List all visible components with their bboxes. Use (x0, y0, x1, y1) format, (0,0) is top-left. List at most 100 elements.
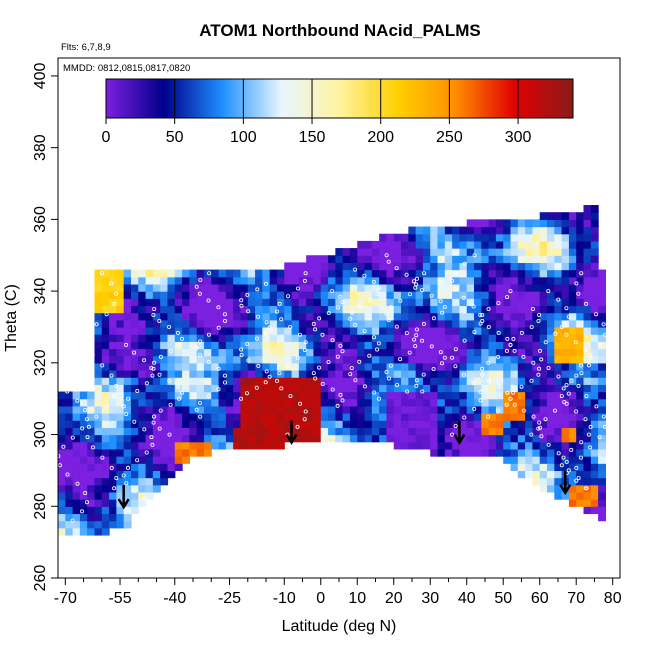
heatmap-cell (393, 276, 402, 285)
heatmap-cell (123, 520, 132, 529)
heatmap-cell (79, 434, 88, 443)
heatmap-cell (160, 370, 169, 378)
heatmap-cell (561, 420, 570, 428)
heatmap-cell (101, 362, 110, 371)
heatmap-cell (189, 305, 198, 314)
heatmap-cell (444, 448, 453, 457)
heatmap-cell (532, 269, 541, 278)
heatmap-cell (298, 283, 307, 292)
heatmap-cell (357, 248, 366, 256)
heatmap-cell (415, 398, 424, 407)
data-point (264, 320, 269, 325)
heatmap-cell (554, 226, 563, 235)
heatmap-cell (94, 427, 103, 436)
heatmap-cell (517, 226, 526, 235)
heatmap-cell (444, 255, 453, 264)
heatmap-cell (576, 484, 585, 493)
heatmap-cell (452, 427, 461, 436)
heatmap-cell (379, 240, 388, 249)
heatmap-cell (269, 362, 278, 371)
heatmap-cell (211, 326, 220, 335)
heatmap-cell (430, 291, 439, 299)
data-point (135, 388, 140, 393)
heatmap-cell (240, 319, 249, 328)
heatmap-cell (430, 398, 439, 407)
heatmap-cell (583, 205, 592, 213)
heatmap-cell (123, 434, 132, 443)
heatmap-cell (109, 326, 117, 335)
heatmap-cell (386, 312, 395, 321)
heatmap-cell (386, 298, 395, 307)
heatmap-cell (539, 355, 548, 364)
heatmap-cell (408, 298, 417, 307)
heatmap-cell (101, 448, 110, 457)
heatmap-cell (459, 427, 468, 436)
heatmap-cell (554, 420, 563, 428)
data-point (175, 330, 180, 335)
heatmap-cell (247, 334, 256, 342)
heatmap-cell (138, 491, 147, 500)
data-point (263, 281, 268, 286)
heatmap-cell (160, 434, 169, 443)
heatmap-cell (269, 334, 278, 342)
heatmap-cell (203, 384, 212, 393)
heatmap-cell (247, 355, 256, 364)
heatmap-cell (58, 470, 66, 479)
heatmap-cell (576, 262, 585, 271)
heatmap-cell (72, 520, 81, 529)
heatmap-cell (525, 384, 534, 393)
data-point (317, 316, 322, 321)
heatmap-cell (590, 319, 599, 328)
heatmap-cell (444, 427, 453, 436)
heatmap-cell (525, 377, 534, 385)
heatmap-cell (284, 398, 293, 407)
heatmap-cell (401, 240, 409, 249)
heatmap-cell (386, 362, 395, 371)
heatmap-cell (503, 248, 512, 256)
heatmap-cell (123, 441, 132, 450)
heatmap-cell (430, 319, 439, 328)
heatmap-cell (583, 456, 592, 464)
heatmap-cell (174, 326, 183, 335)
heatmap-cell (116, 319, 125, 328)
heatmap-cell (481, 391, 490, 400)
heatmap-cell (284, 341, 293, 350)
heatmap-cell (306, 262, 315, 271)
heatmap-cell (459, 441, 468, 450)
heatmap-cell (255, 276, 263, 285)
heatmap-cell (554, 398, 563, 407)
heatmap-cell (276, 405, 285, 414)
heatmap-cell (590, 291, 599, 299)
data-point (472, 253, 477, 258)
heatmap-cell (576, 319, 585, 328)
heatmap-cell (116, 477, 125, 486)
data-point (335, 305, 340, 310)
heatmap-cell (481, 312, 490, 321)
heatmap-cell (291, 384, 300, 393)
heatmap-cell (379, 427, 388, 436)
data-point (274, 378, 279, 383)
heatmap-cell (225, 283, 234, 292)
heatmap-cell (364, 341, 373, 350)
heatmap-cell (379, 269, 388, 278)
heatmap-cell (386, 413, 395, 421)
heatmap-cell (306, 312, 315, 321)
heatmap-cell (452, 334, 461, 342)
x-tick-label: 80 (604, 590, 622, 607)
data-point (320, 332, 325, 337)
heatmap-cell (386, 348, 395, 357)
heatmap-cell (276, 312, 285, 321)
heatmap-cell (174, 283, 183, 292)
heatmap-cell (583, 355, 592, 364)
heatmap-cell (408, 355, 417, 364)
heatmap-cell (160, 276, 169, 285)
heatmap-cell (386, 283, 395, 292)
heatmap-cell (167, 334, 176, 342)
heatmap-cell (510, 233, 519, 242)
data-point (83, 490, 88, 495)
heatmap-cell (116, 334, 125, 342)
heatmap-cell (58, 520, 66, 529)
heatmap-cell (568, 269, 577, 278)
heatmap-cell (211, 291, 220, 299)
